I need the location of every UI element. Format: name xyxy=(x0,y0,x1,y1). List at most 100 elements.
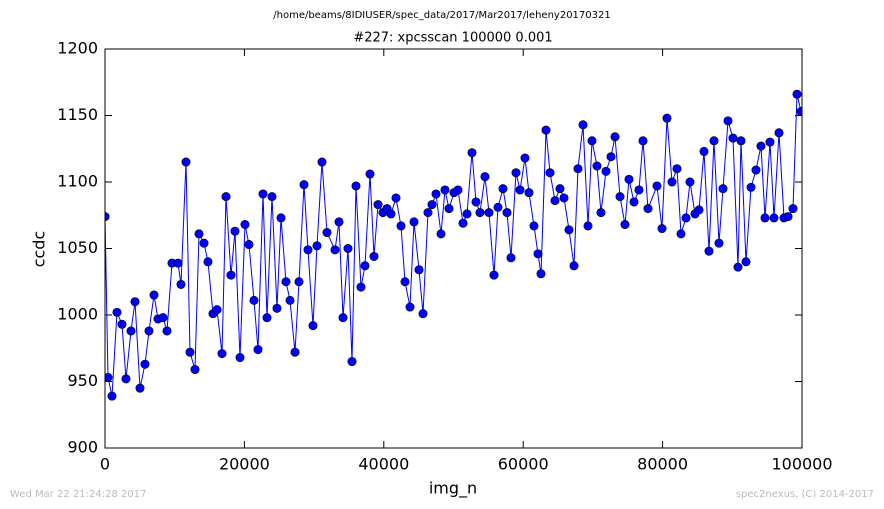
data-point xyxy=(462,209,472,219)
data-point xyxy=(217,349,227,359)
data-point xyxy=(592,161,602,171)
data-point xyxy=(440,185,450,195)
data-point xyxy=(672,164,682,174)
data-point xyxy=(774,128,784,138)
data-point xyxy=(221,192,231,202)
data-point xyxy=(751,165,761,175)
data-point xyxy=(694,205,704,215)
data-point xyxy=(681,213,691,223)
data-point xyxy=(756,141,766,151)
data-point xyxy=(511,168,521,178)
data-point xyxy=(704,246,714,256)
data-point xyxy=(657,224,667,234)
data-point xyxy=(230,226,240,236)
data-point xyxy=(493,202,503,212)
data-point xyxy=(262,313,272,323)
data-point xyxy=(475,208,485,218)
data-point xyxy=(783,212,793,222)
data-point xyxy=(515,185,525,195)
data-point xyxy=(520,153,530,163)
data-point xyxy=(130,297,140,307)
x-tick-label: 20000 xyxy=(219,455,270,474)
data-point xyxy=(107,391,117,401)
data-point xyxy=(583,221,593,231)
y-axis-label: ccdc xyxy=(30,231,49,268)
data-point xyxy=(226,270,236,280)
data-point xyxy=(524,188,534,198)
data-point xyxy=(423,208,433,218)
x-tick-label: 0 xyxy=(100,455,110,474)
data-point xyxy=(733,262,743,272)
data-point xyxy=(638,136,648,146)
data-point xyxy=(121,374,131,384)
data-point xyxy=(502,208,512,218)
data-point xyxy=(587,136,597,146)
data-point xyxy=(244,240,254,250)
data-point xyxy=(555,184,565,194)
data-point xyxy=(471,197,481,207)
plot-frame xyxy=(104,48,803,449)
data-point xyxy=(453,185,463,195)
data-point xyxy=(249,295,259,305)
y-tick-label: 1200 xyxy=(57,39,98,58)
y-tick-label: 900 xyxy=(67,438,98,457)
data-point xyxy=(373,200,383,210)
data-point xyxy=(652,181,662,191)
data-point xyxy=(667,177,677,187)
data-point xyxy=(144,326,154,336)
data-point xyxy=(181,157,191,167)
data-point xyxy=(365,169,375,179)
data-point xyxy=(489,270,499,280)
data-point xyxy=(634,185,644,195)
data-point xyxy=(190,365,200,375)
data-point xyxy=(272,303,282,313)
data-point xyxy=(105,373,113,383)
data-point xyxy=(596,208,606,218)
data-point xyxy=(578,120,588,130)
x-axis-label: img_n xyxy=(429,479,477,499)
data-point xyxy=(173,258,183,268)
data-point xyxy=(414,265,424,275)
data-point xyxy=(235,353,245,363)
x-tick-label: 80000 xyxy=(637,455,688,474)
data-point xyxy=(760,213,770,223)
data-point xyxy=(343,244,353,254)
data-point xyxy=(322,228,332,238)
data-point xyxy=(741,257,751,267)
data-point xyxy=(281,277,291,287)
data-point xyxy=(194,229,204,239)
data-point xyxy=(162,326,172,336)
data-point xyxy=(285,295,295,305)
chart-subtitle: #227: xpcsscan 100000 0.001 xyxy=(353,31,552,46)
data-point xyxy=(709,136,719,146)
data-point xyxy=(135,383,145,393)
data-point xyxy=(615,192,625,202)
x-tick-label: 100000 xyxy=(771,455,832,474)
data-point xyxy=(564,225,574,235)
data-point xyxy=(480,172,490,182)
data-point xyxy=(536,269,546,279)
data-point xyxy=(199,238,209,248)
data-point xyxy=(117,319,127,329)
data-point xyxy=(529,221,539,231)
footer-left: Wed Mar 22 21:24:28 2017 xyxy=(10,489,146,500)
data-point xyxy=(436,229,446,239)
data-point xyxy=(788,204,798,214)
data-point xyxy=(498,184,508,194)
data-point xyxy=(662,113,672,123)
data-point xyxy=(253,345,263,355)
y-tick-label: 950 xyxy=(67,371,98,390)
data-point xyxy=(624,174,634,184)
data-point xyxy=(240,220,250,230)
data-point xyxy=(158,313,168,323)
data-point xyxy=(391,193,401,203)
data-point xyxy=(601,166,611,176)
data-point xyxy=(620,220,630,230)
data-point xyxy=(728,133,738,143)
data-point xyxy=(126,326,136,336)
data-point xyxy=(330,245,340,255)
data-point xyxy=(796,107,802,117)
data-point xyxy=(386,209,396,219)
data-point xyxy=(723,116,733,126)
